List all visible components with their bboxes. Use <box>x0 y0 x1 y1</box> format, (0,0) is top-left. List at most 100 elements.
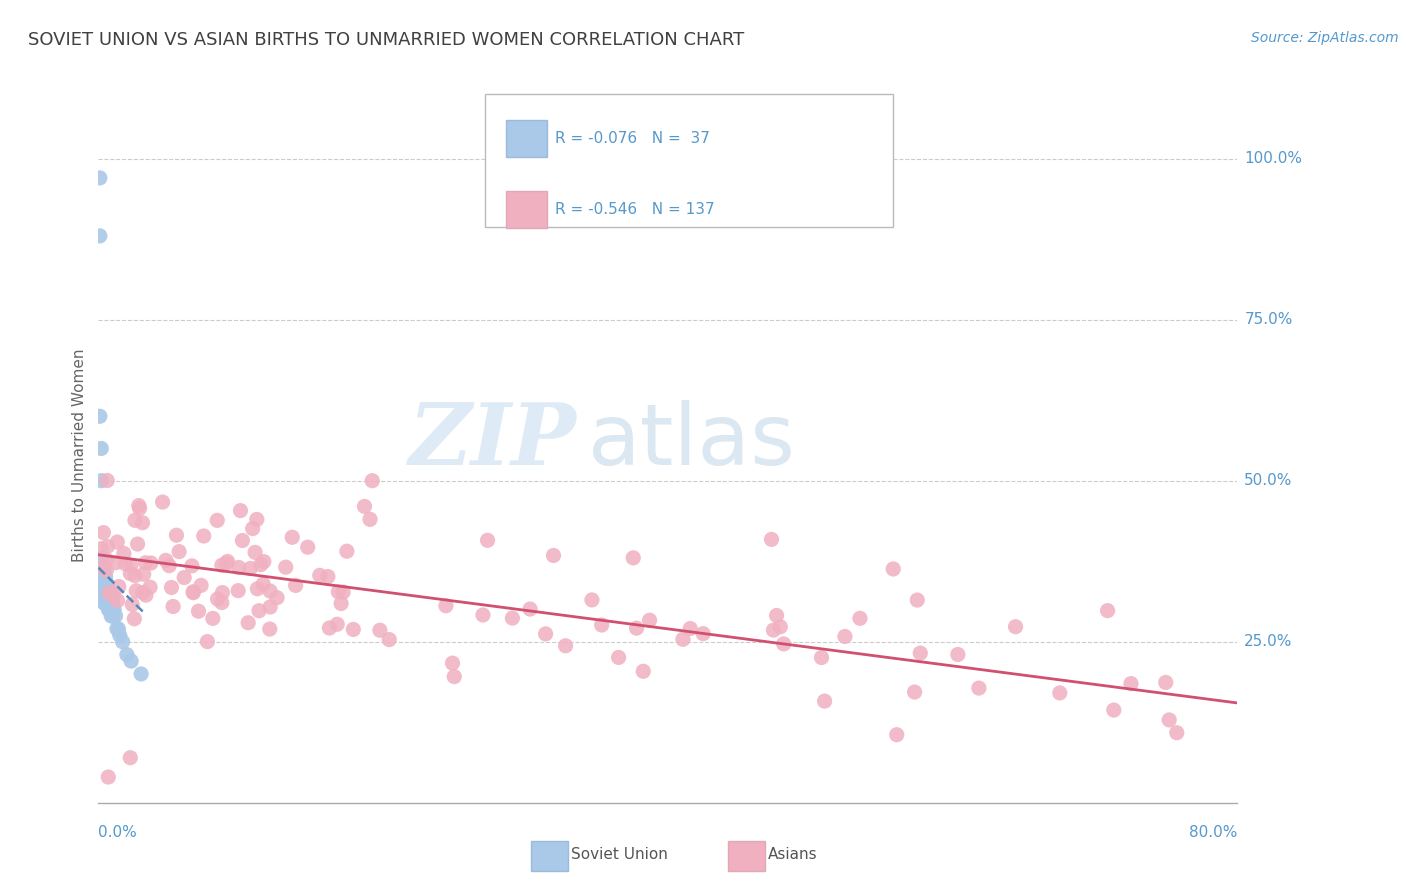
Point <box>1102 703 1125 717</box>
Point <box>849 611 872 625</box>
Point <box>108 580 131 594</box>
Point <box>252 577 274 591</box>
Point <box>342 623 364 637</box>
Point <box>107 622 129 636</box>
Point <box>765 608 787 623</box>
Point <box>910 646 932 660</box>
Point <box>100 609 122 624</box>
Point <box>193 529 215 543</box>
Point <box>368 624 391 638</box>
Point <box>93 583 115 598</box>
Point <box>441 656 464 670</box>
Point <box>96 553 118 567</box>
Point <box>108 628 131 642</box>
Point <box>308 568 330 582</box>
Point <box>90 541 112 556</box>
Point <box>195 634 218 648</box>
Point <box>94 583 117 598</box>
Point <box>135 588 157 602</box>
Point <box>318 621 340 635</box>
Point <box>91 590 114 604</box>
Point <box>1097 604 1119 618</box>
Point <box>173 570 195 584</box>
Point <box>90 442 112 456</box>
Point <box>772 637 794 651</box>
Text: 100.0%: 100.0% <box>1244 151 1302 166</box>
Point <box>1119 676 1142 690</box>
Point <box>259 599 281 614</box>
Point <box>266 591 288 605</box>
Point <box>120 750 142 764</box>
Point <box>215 557 238 571</box>
Point <box>207 592 229 607</box>
Point <box>166 528 188 542</box>
Point <box>167 544 190 558</box>
Point <box>328 584 350 599</box>
Point <box>672 632 695 647</box>
Point <box>247 604 270 618</box>
Point <box>96 564 118 578</box>
Point <box>1154 675 1177 690</box>
Point <box>103 602 125 616</box>
Point <box>89 228 111 243</box>
Point <box>207 513 229 527</box>
Point <box>882 562 904 576</box>
Point <box>115 648 138 662</box>
Text: R = -0.076   N =  37: R = -0.076 N = 37 <box>555 131 710 145</box>
Point <box>162 599 184 614</box>
Point <box>1166 725 1188 739</box>
Text: R = -0.546   N = 137: R = -0.546 N = 137 <box>555 202 716 217</box>
Point <box>131 516 153 530</box>
Point <box>98 583 121 598</box>
Point <box>98 602 121 616</box>
Point <box>626 621 648 635</box>
Point <box>96 590 118 604</box>
Point <box>97 586 120 600</box>
Point <box>543 549 565 563</box>
Point <box>638 613 661 627</box>
Point <box>155 553 177 567</box>
Point <box>1049 686 1071 700</box>
Point <box>378 632 401 647</box>
Point <box>105 622 128 636</box>
Text: 0.0%: 0.0% <box>98 825 138 840</box>
Point <box>834 630 856 644</box>
Point <box>946 648 969 662</box>
Point <box>100 590 122 604</box>
Point <box>581 593 603 607</box>
Point <box>284 578 307 592</box>
Point <box>152 495 174 509</box>
Point <box>607 650 630 665</box>
Point <box>93 596 115 610</box>
Point <box>105 535 128 549</box>
Point <box>97 770 120 784</box>
Point <box>120 558 142 573</box>
Point <box>238 615 260 630</box>
Point <box>353 500 375 514</box>
Point <box>187 604 209 618</box>
Point <box>160 581 183 595</box>
Point <box>139 580 162 594</box>
Point <box>281 530 304 544</box>
Point <box>134 556 156 570</box>
Point <box>104 609 127 624</box>
Point <box>361 474 384 488</box>
Point <box>1159 713 1181 727</box>
Point <box>120 654 142 668</box>
Point <box>101 596 124 610</box>
Point <box>101 609 124 624</box>
Point <box>762 623 785 637</box>
Point <box>679 622 702 636</box>
Point <box>121 598 143 612</box>
Point <box>93 576 115 591</box>
Point <box>217 554 239 568</box>
Point <box>131 585 153 599</box>
Text: Source: ZipAtlas.com: Source: ZipAtlas.com <box>1251 31 1399 45</box>
Point <box>211 595 233 609</box>
Text: 50.0%: 50.0% <box>1244 473 1292 488</box>
Point <box>316 569 339 583</box>
Point <box>90 570 112 584</box>
Text: 25.0%: 25.0% <box>1244 634 1292 649</box>
Point <box>226 583 249 598</box>
Point <box>114 557 136 571</box>
